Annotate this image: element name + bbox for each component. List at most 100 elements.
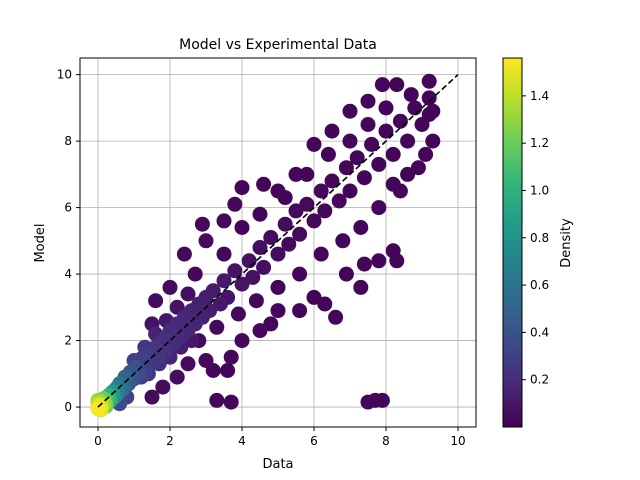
data-point	[299, 166, 315, 182]
data-point	[371, 200, 387, 216]
data-point	[162, 279, 178, 295]
y-tick-label: 4	[64, 267, 72, 281]
data-point	[270, 246, 286, 262]
data-point	[144, 389, 160, 405]
data-point	[356, 170, 372, 186]
data-point	[324, 123, 340, 139]
data-point	[245, 269, 261, 285]
x-axis-ticks: 0 2 4 6 8 10	[94, 427, 466, 448]
data-point	[209, 319, 225, 335]
data-point	[374, 77, 390, 93]
data-point	[421, 73, 437, 89]
data-point	[371, 253, 387, 269]
data-point	[263, 230, 279, 245]
data-point	[212, 296, 228, 312]
data-point	[198, 233, 214, 249]
data-point	[216, 246, 232, 262]
x-tick-label: 2	[166, 434, 174, 448]
data-point	[360, 93, 376, 109]
data-point	[169, 369, 185, 385]
colorbar-ticks: 0.2 0.4 0.6 0.8 1.0 1.2 1.4	[522, 89, 549, 387]
plot-frame	[79, 57, 477, 428]
data-point	[364, 136, 380, 152]
data-point	[299, 196, 315, 212]
data-point	[227, 196, 243, 212]
data-point	[90, 401, 106, 417]
y-tick-label: 6	[64, 201, 72, 215]
data-point	[148, 293, 164, 309]
colorbar-tick-label: 1.2	[530, 136, 549, 150]
data-point	[216, 213, 232, 229]
data-point	[400, 166, 416, 182]
data-point	[342, 133, 358, 149]
data-point	[418, 146, 434, 162]
data-point	[230, 306, 246, 322]
data-point	[324, 173, 340, 189]
y-tick-label: 8	[64, 134, 72, 148]
data-point	[155, 379, 171, 395]
data-point	[392, 183, 408, 199]
data-point	[374, 392, 390, 408]
colorbar-tick-label: 0.2	[530, 373, 549, 387]
colorbar-tick-label: 0.8	[530, 231, 549, 245]
data-point	[234, 333, 250, 349]
data-point	[378, 100, 394, 116]
identity-reference-line	[97, 74, 459, 408]
data-point	[176, 246, 192, 262]
data-point	[425, 133, 441, 149]
data-point	[378, 123, 394, 139]
y-tick-label: 2	[64, 334, 72, 348]
y-axis-ticks: 0 2 4 6 8 10	[57, 68, 80, 414]
data-point	[421, 90, 437, 106]
data-point	[338, 266, 354, 282]
x-tick-label: 0	[94, 434, 102, 448]
data-point	[410, 160, 426, 176]
data-point	[216, 273, 232, 289]
data-point	[194, 216, 210, 232]
data-point	[220, 363, 236, 378]
data-point	[252, 323, 268, 339]
data-point	[241, 253, 257, 269]
colorbar-tick-label: 0.4	[530, 325, 549, 339]
data-point	[234, 276, 250, 292]
data-point	[425, 103, 441, 119]
y-tick-label: 10	[57, 68, 72, 82]
data-point	[223, 394, 239, 410]
data-point	[338, 160, 354, 176]
data-point	[335, 233, 351, 249]
data-point	[263, 316, 279, 332]
colorbar-label: Density	[559, 218, 574, 268]
data-point	[223, 349, 239, 365]
data-point	[256, 176, 272, 192]
data-point	[209, 392, 225, 408]
data-point	[187, 266, 203, 282]
data-point	[403, 87, 419, 103]
data-point	[270, 279, 286, 295]
y-axis-label: Model	[33, 223, 48, 262]
data-point	[234, 180, 250, 196]
data-point	[389, 77, 405, 93]
grid-lines	[80, 58, 476, 427]
data-point	[288, 203, 304, 219]
data-point	[389, 253, 405, 269]
data-point	[180, 356, 196, 372]
data-point	[342, 183, 358, 199]
data-point	[320, 146, 336, 162]
data-point	[306, 136, 322, 152]
data-point	[360, 117, 376, 132]
data-point	[313, 246, 329, 262]
data-point	[400, 133, 416, 149]
data-point	[353, 279, 369, 295]
colorbar-tick-label: 0.6	[530, 278, 549, 292]
data-point	[349, 150, 365, 166]
data-point	[353, 220, 369, 235]
data-point	[313, 183, 329, 199]
data-point	[317, 296, 333, 312]
data-point	[180, 286, 196, 302]
data-point	[292, 303, 308, 319]
data-point	[306, 213, 322, 229]
data-point	[252, 240, 268, 255]
x-axis-label: Data	[262, 457, 293, 472]
data-point	[414, 117, 430, 132]
